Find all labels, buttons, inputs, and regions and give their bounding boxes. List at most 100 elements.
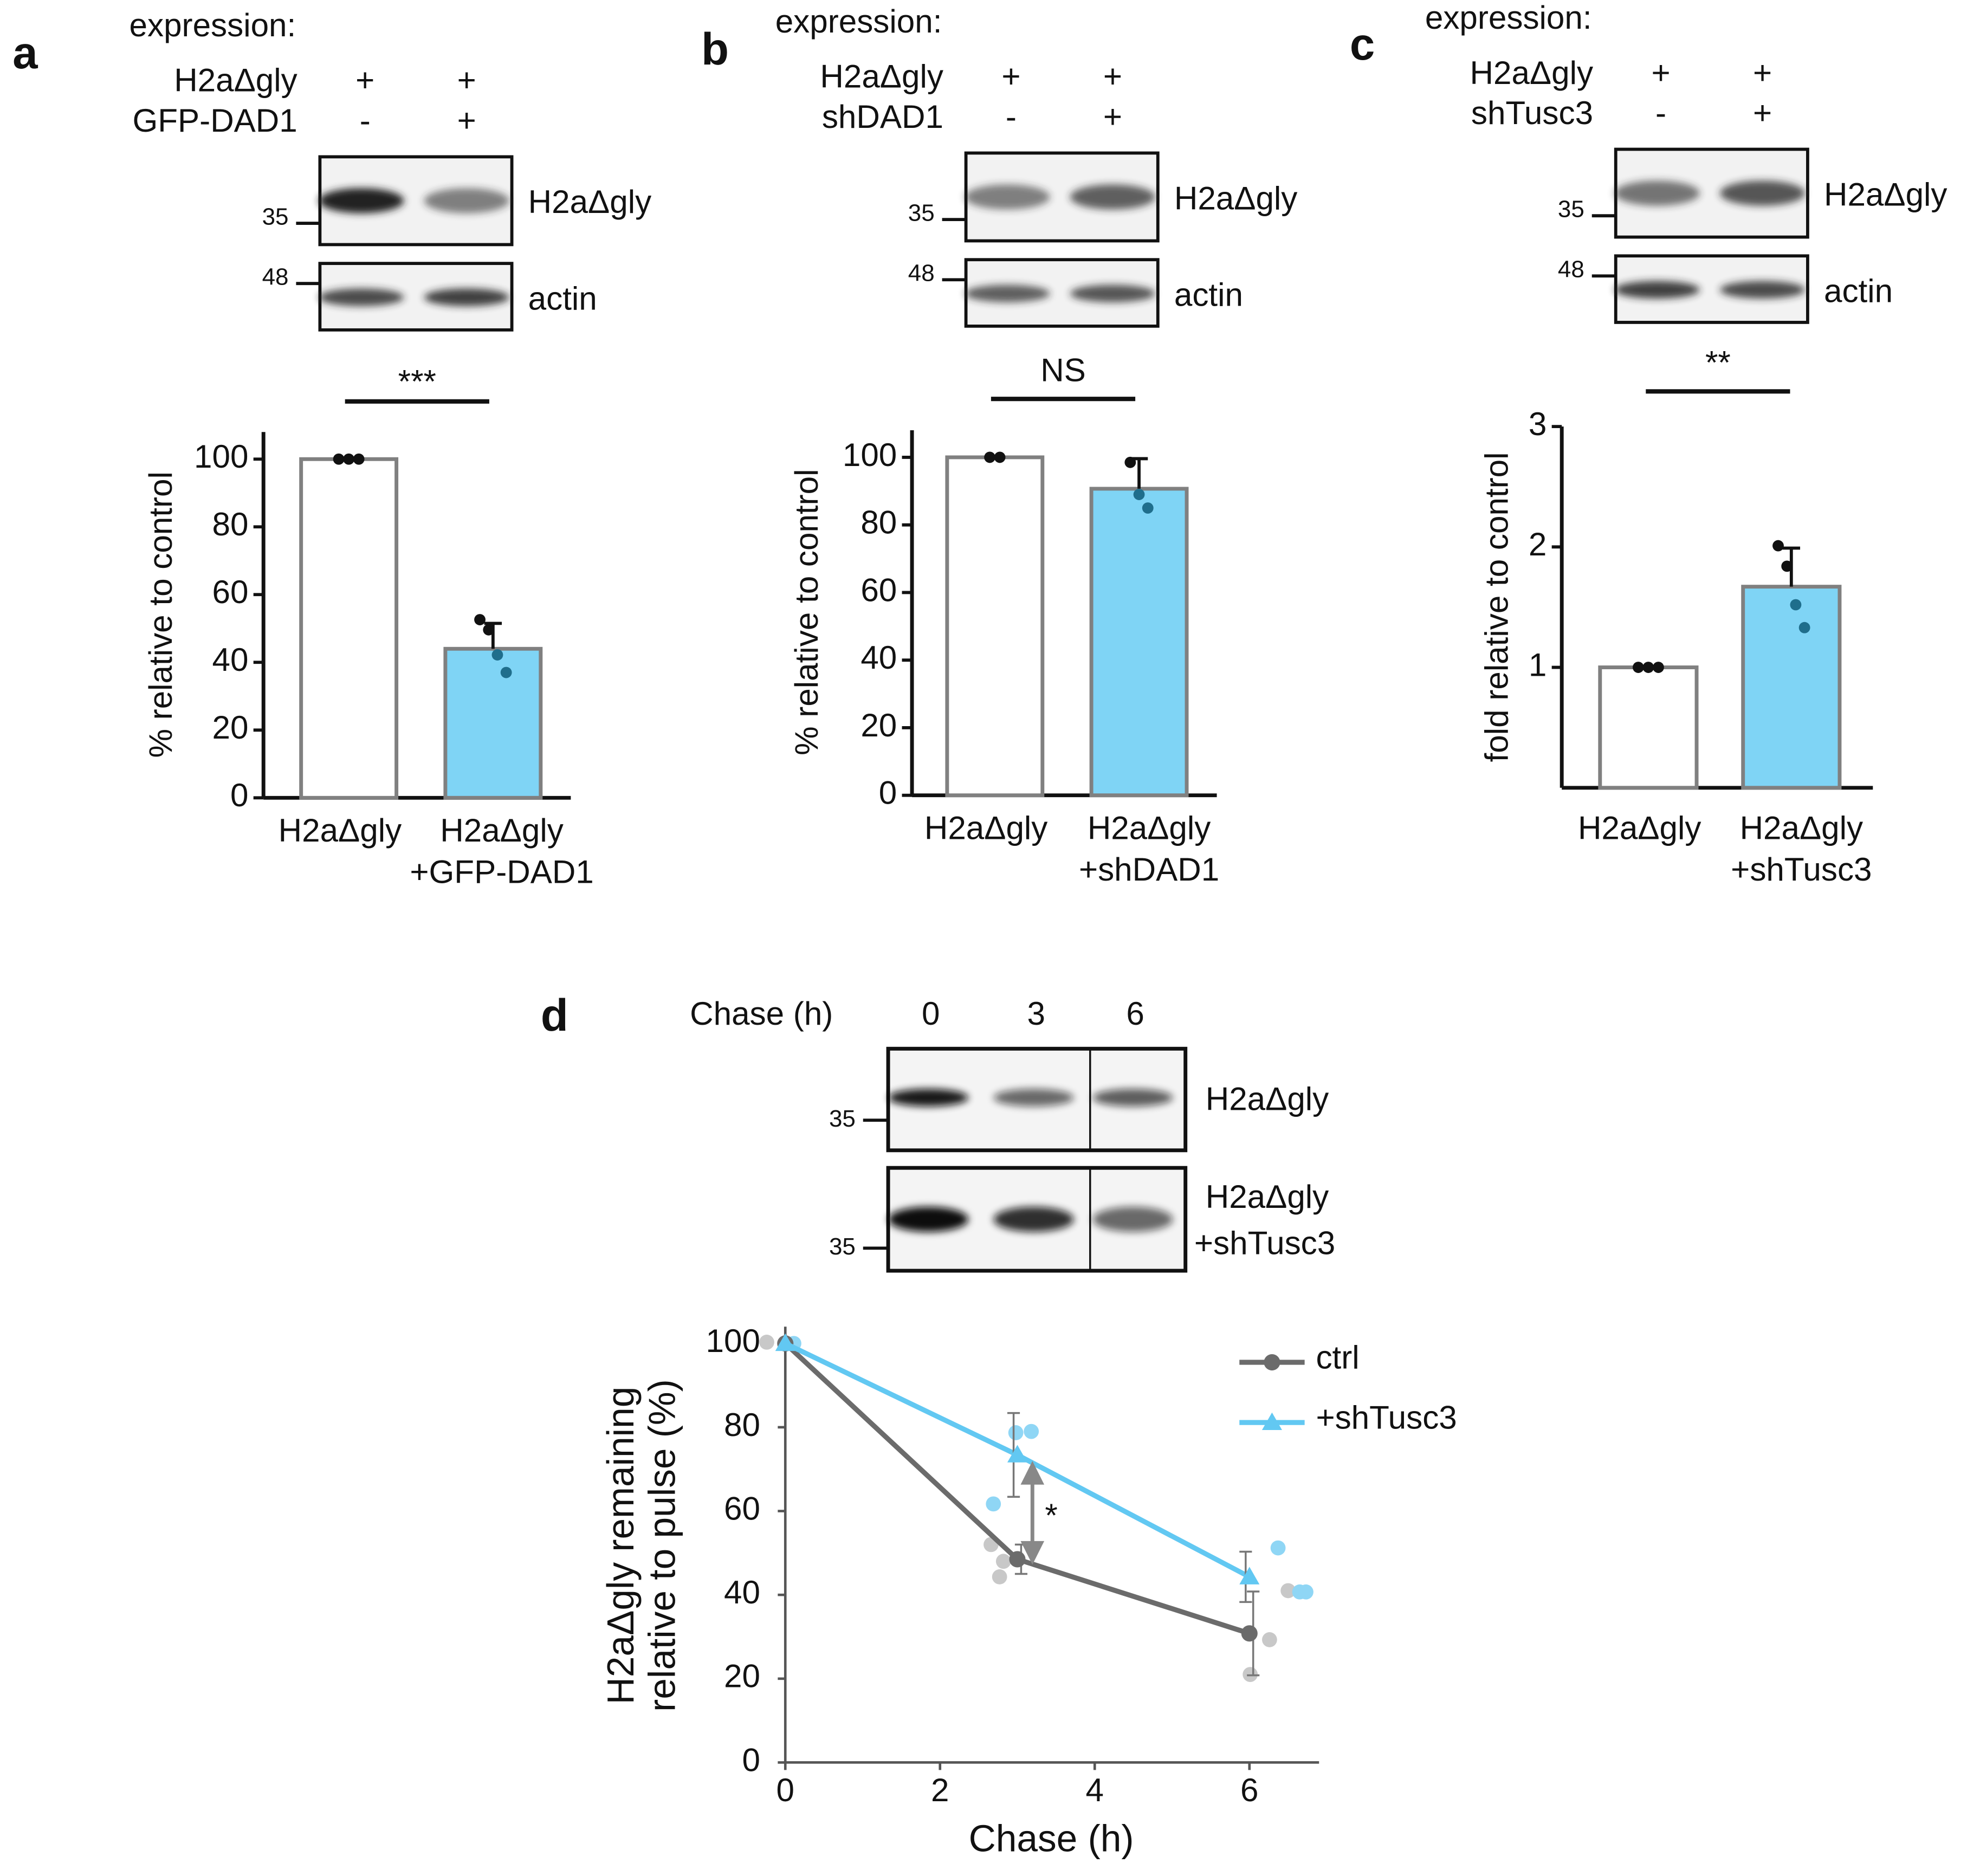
y-tick-label: 3 [1529, 406, 1547, 442]
data-point [483, 624, 495, 636]
significance-label: ** [1705, 345, 1731, 381]
band-label: actin [1174, 277, 1243, 313]
bar [443, 646, 543, 800]
y-tick-label: 20 [724, 1658, 760, 1694]
replicate-point [1261, 1632, 1277, 1647]
y-tick-label: 100 [706, 1323, 760, 1359]
legend-marker [1261, 1412, 1282, 1431]
line-marker [1007, 1445, 1028, 1463]
panel-letter: a [12, 28, 38, 78]
band-label: H2aΔgly [1824, 176, 1947, 212]
data-point [343, 453, 355, 465]
blot-band [965, 184, 1050, 210]
lane-label: 6 [1126, 995, 1144, 1032]
x-tick-label: H2aΔgly [1740, 810, 1864, 846]
condition-sign: + [1103, 99, 1122, 135]
condition-sign: - [1655, 95, 1666, 131]
replicate-point [1270, 1540, 1286, 1556]
line-marker [1239, 1567, 1260, 1584]
y-axis-label: fold relative to control [1478, 452, 1515, 762]
y-axis-label: % relative to control [143, 471, 179, 758]
x-tick-label: 0 [777, 1772, 794, 1808]
blot-band [888, 1089, 969, 1107]
band-label: actin [528, 280, 597, 316]
data-point [1653, 662, 1664, 673]
mw-marker: 35 [908, 199, 935, 226]
y-tick-label: 100 [194, 438, 248, 475]
legend-label: +shTusc3 [1316, 1399, 1457, 1435]
replicate-point [986, 1496, 1001, 1512]
x-tick-label: 4 [1086, 1772, 1104, 1808]
bar [1741, 585, 1842, 790]
significance-label: *** [398, 363, 436, 399]
replicate-point [1008, 1425, 1024, 1440]
blot-band [1614, 281, 1700, 299]
mw-marker: 35 [1558, 196, 1584, 223]
condition-sign: + [1103, 59, 1122, 95]
lane-label: 0 [922, 995, 940, 1032]
x-tick-label: H2aΔgly [1088, 810, 1211, 846]
y-tick-label: 80 [860, 504, 897, 541]
x-tick-label: H2aΔgly [924, 810, 1047, 846]
replicate-point [995, 1554, 1011, 1569]
blot-band [965, 284, 1050, 302]
condition-sign: + [355, 62, 374, 99]
x-tick-label: 2 [931, 1772, 949, 1808]
y-tick-label: 100 [843, 437, 897, 473]
blot-band [1719, 281, 1806, 299]
condition-sign: + [1651, 55, 1670, 91]
blot-band [319, 288, 404, 306]
blot-band [1719, 180, 1806, 206]
panel-letter: b [701, 24, 729, 74]
blot-band [424, 188, 509, 214]
expression-label: expression: [775, 3, 942, 40]
band-label: actin [1824, 273, 1893, 309]
y-tick-label: 60 [212, 574, 249, 610]
y-axis-label: % relative to control [788, 469, 825, 755]
y-tick-label: 20 [212, 709, 249, 746]
band-label: H2aΔgly [1206, 1081, 1329, 1117]
band-label: +shTusc3 [1194, 1225, 1335, 1262]
band-label: H2aΔgly [1206, 1179, 1329, 1215]
data-point [353, 453, 365, 465]
mw-marker: 35 [829, 1233, 856, 1260]
condition-name: shDAD1 [822, 99, 943, 135]
data-point [1642, 662, 1654, 673]
mw-marker: 35 [262, 203, 289, 230]
y-tick-label: 40 [860, 639, 897, 676]
blot-band [993, 1206, 1074, 1232]
y-tick-label: 0 [879, 775, 897, 811]
data-point [1142, 502, 1154, 514]
x-tick-label: H2aΔgly [1578, 810, 1701, 846]
data-point [474, 614, 486, 625]
replicate-point [1024, 1424, 1039, 1439]
data-point [1772, 540, 1784, 552]
x-tick-label: +GFP-DAD1 [410, 853, 593, 890]
data-point [1632, 662, 1644, 673]
y-tick-label: 80 [724, 1407, 760, 1443]
mw-marker: 48 [262, 264, 289, 290]
expression-label: expression: [1425, 0, 1592, 36]
annotation-arrow [1020, 1461, 1045, 1565]
mw-marker: 48 [908, 260, 935, 287]
blot-band [993, 1089, 1074, 1107]
panel-letter: d [541, 990, 568, 1040]
x-tick-label: 6 [1240, 1772, 1258, 1808]
y-tick-label: 20 [860, 707, 897, 743]
data-point [1133, 489, 1145, 500]
replicate-point [1280, 1583, 1296, 1599]
data-point [333, 453, 345, 465]
condition-name: H2aΔgly [174, 62, 297, 99]
blot-band [319, 188, 404, 214]
blot-band [1092, 1206, 1173, 1232]
blot-band [1614, 180, 1700, 206]
condition-sign: + [457, 102, 476, 139]
band-label: H2aΔgly [528, 184, 652, 220]
y-tick-label: 60 [860, 572, 897, 608]
annotation: * [1045, 1497, 1057, 1534]
x-tick-label: +shTusc3 [1731, 851, 1872, 888]
bar [299, 457, 399, 800]
data-point [984, 451, 995, 463]
condition-sign: - [1006, 99, 1017, 135]
